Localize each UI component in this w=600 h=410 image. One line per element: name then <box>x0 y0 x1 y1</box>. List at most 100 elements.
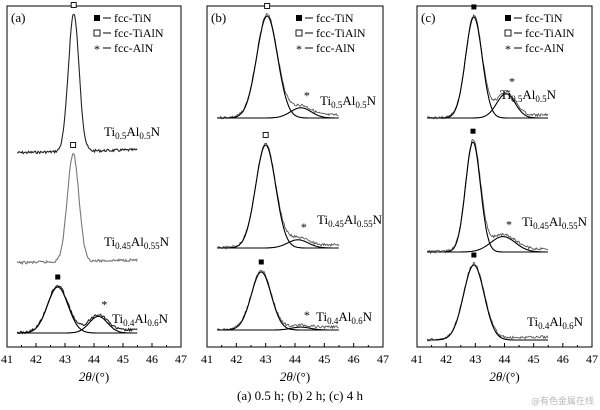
x-tick-label: 47 <box>586 352 598 366</box>
legend-label: fcc-AlN <box>114 41 154 55</box>
composition-label: Ti0.4Al0.6N <box>527 314 584 331</box>
peak-marker-aln: * <box>101 297 107 311</box>
peak-marker-tialn <box>262 131 269 138</box>
fit-component-fcc-AlN <box>427 93 548 119</box>
plot-frame <box>206 5 384 348</box>
composition-label: Ti0.4Al0.6N <box>112 311 169 328</box>
legend-marker-filled-square <box>296 15 302 21</box>
trace-2: * Ti0.45Al0.55N <box>217 131 383 250</box>
peak-marker-aln: * <box>509 75 515 89</box>
watermark: @有色金属在线 <box>530 397 594 407</box>
peak-marker-tin <box>258 259 264 265</box>
x-axis-label: 2θ/(°) <box>79 369 109 384</box>
legend-marker-filled-square <box>505 15 511 21</box>
plot-frame <box>416 5 593 348</box>
peak-marker-tin <box>471 252 477 258</box>
fit-component-fcc-AlN <box>217 107 339 119</box>
fit-component-fcc-AlN <box>217 239 339 249</box>
x-tick-label: 43 <box>469 352 481 366</box>
x-tick-label: 41 <box>201 352 213 366</box>
trace-3: * Ti0.4Al0.6N <box>16 274 169 335</box>
legend-label: fcc-TiAlN <box>114 26 164 40</box>
composition-label: Ti0.5Al0.5N <box>500 87 557 104</box>
panel-label: (c) <box>421 10 435 25</box>
measured-curve <box>217 143 340 250</box>
measured-curve <box>426 13 549 120</box>
trace-1: * Ti0.5Al0.5N <box>216 2 377 120</box>
peak-marker-aln: * <box>506 218 512 232</box>
x-tick-label: 44 <box>289 352 301 366</box>
x-axis-label: 2θ/(°) <box>280 369 310 384</box>
legend-label: fcc-AlN <box>316 41 356 55</box>
measured-curve <box>426 261 549 342</box>
composition-label: Ti0.45Al0.55N <box>104 234 170 251</box>
legend-marker-asterisk: * <box>296 42 302 56</box>
x-tick-label: 45 <box>318 352 330 366</box>
x-tick-label: 46 <box>557 352 569 366</box>
peak-marker-tialn <box>264 2 271 9</box>
x-tick-label: 47 <box>175 352 187 366</box>
fit-component-fcc-TiN <box>427 16 548 119</box>
plot-frame <box>6 5 182 348</box>
legend-label: fcc-TiN <box>525 11 563 25</box>
fit-component-fcc-AlN <box>17 315 138 334</box>
panel-label: (a) <box>11 10 25 25</box>
peak-marker-aln: * <box>301 220 307 234</box>
trace-3: Ti0.4Al0.6N <box>426 252 584 342</box>
legend-label: fcc-TiN <box>114 11 152 25</box>
composition-label: Ti0.4Al0.6N <box>316 309 373 326</box>
trace-2: * Ti0.45Al0.55N <box>426 128 588 255</box>
trace-1: *Ti0.5Al0.5N <box>426 4 557 120</box>
composition-label: Ti0.5Al0.5N <box>104 124 161 141</box>
x-tick-label: 46 <box>348 352 360 366</box>
panel-label: (b) <box>211 10 226 25</box>
trace-1: Ti0.5Al0.5N <box>17 2 161 155</box>
fit-component-fcc-TiAlN <box>217 15 339 119</box>
x-tick-label: 45 <box>117 352 129 366</box>
fit-component-fcc-TiN <box>17 286 138 334</box>
fit-component-fcc-TiN <box>427 264 548 341</box>
measured-curve <box>16 153 138 266</box>
x-tick-label: 42 <box>30 352 42 366</box>
legend-marker-open-square <box>504 29 512 37</box>
figure-caption: (a) 0.5 h; (b) 2 h; (c) 4 h <box>237 388 363 403</box>
peak-marker-tialn <box>70 142 77 148</box>
x-tick-label: 43 <box>260 352 272 366</box>
measured-curve <box>16 285 138 335</box>
legend-marker-open-square <box>93 29 101 37</box>
fit-component-fcc-TiN <box>427 141 548 253</box>
x-tick-label: 43 <box>59 352 71 366</box>
legend-label: fcc-TiAlN <box>525 26 575 40</box>
legend-marker-asterisk: * <box>94 42 100 56</box>
x-tick-label: 46 <box>146 352 158 366</box>
x-tick-label: 44 <box>88 352 100 366</box>
x-tick-label: 45 <box>528 352 540 366</box>
peak-marker-aln: * <box>304 308 310 322</box>
peak-marker-tin <box>471 4 477 10</box>
composition-label: Ti0.5Al0.5N <box>320 93 377 110</box>
legend-marker-filled-square <box>94 15 100 21</box>
peak-marker-aln: * <box>304 88 310 102</box>
x-tick-label: 47 <box>377 352 389 366</box>
x-axis-label: 2θ/(°) <box>489 369 519 384</box>
fit-component-fcc-AlN <box>427 236 548 253</box>
legend-label: fcc-TiAlN <box>316 26 366 40</box>
x-tick-label: 44 <box>499 352 511 366</box>
x-tick-label: 41 <box>1 352 13 366</box>
peak-marker-tin <box>470 128 476 134</box>
x-tick-label: 42 <box>230 352 242 366</box>
fit-component-fcc-TiAlN <box>217 144 339 249</box>
trace-2: Ti0.45Al0.55N <box>16 142 170 266</box>
legend-label: fcc-TiN <box>316 11 354 25</box>
measured-curve <box>216 269 339 332</box>
fit-component-fcc-AlN <box>217 326 339 331</box>
peak-marker-tin <box>55 274 61 280</box>
measured-curve <box>17 13 138 155</box>
legend-label: fcc-AlN <box>525 41 565 55</box>
x-tick-label: 41 <box>411 352 423 366</box>
x-tick-label: 42 <box>440 352 452 366</box>
